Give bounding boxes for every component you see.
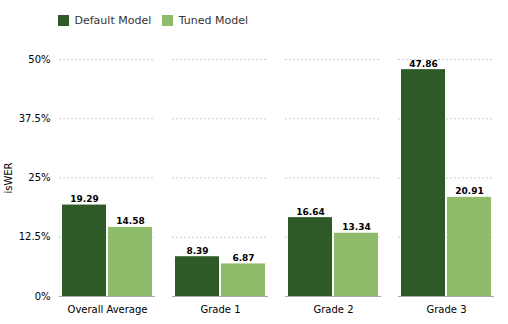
html-text:Default Model: Default Model <box>74 14 152 27</box>
svg-text:Grade 3: Grade 3 <box>426 303 466 314</box>
svg-text:12.5%: 12.5% <box>19 231 51 242</box>
svg-text:Overall Average: Overall Average <box>68 303 148 314</box>
svg-text:Grade 2: Grade 2 <box>313 303 353 314</box>
svg-text:37.5%: 37.5% <box>19 112 51 123</box>
svg-text:Grade 1: Grade 1 <box>200 303 240 314</box>
svg-text:isWER: isWER <box>3 162 14 193</box>
html-text:Tuned Model: Tuned Model <box>178 14 248 27</box>
svg-text:16.64: 16.64 <box>296 206 324 216</box>
svg-text:13.34: 13.34 <box>342 222 370 232</box>
svg-text:8.39: 8.39 <box>186 245 208 255</box>
svg-text:47.86: 47.86 <box>409 58 437 68</box>
svg-text:20.91: 20.91 <box>455 186 483 196</box>
svg-text:14.58: 14.58 <box>116 216 144 226</box>
svg-text:19.29: 19.29 <box>70 194 98 204</box>
svg-text:50%: 50% <box>28 53 50 64</box>
svg-text:0%: 0% <box>35 290 51 301</box>
svg-text:6.87: 6.87 <box>232 252 254 262</box>
svg-text:25%: 25% <box>28 172 50 183</box>
